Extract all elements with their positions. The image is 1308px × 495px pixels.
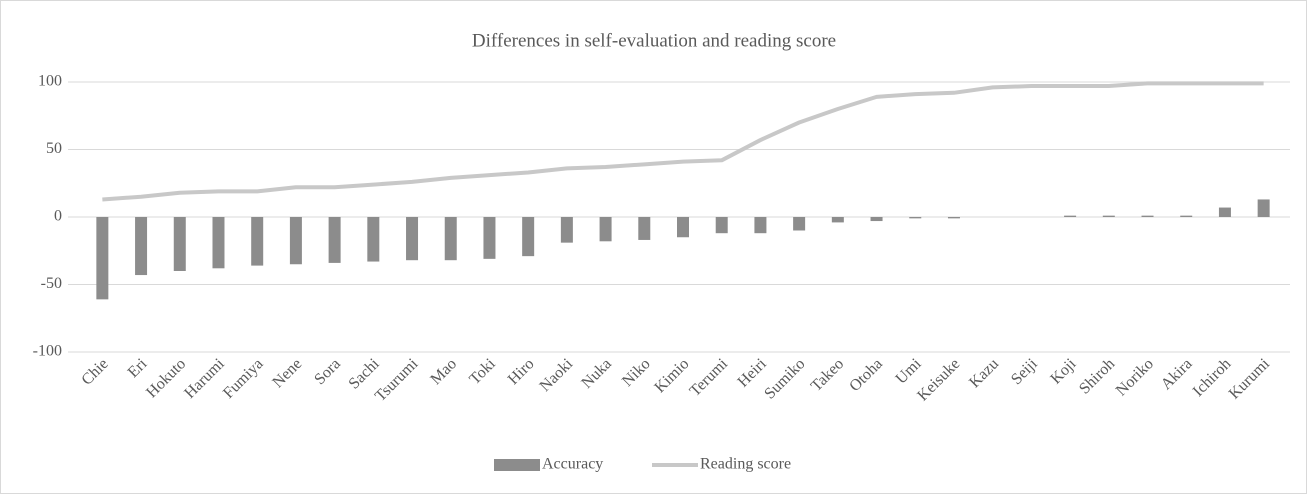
bar [715, 217, 728, 234]
y-tick-label: 100 [38, 73, 62, 90]
bar [1257, 199, 1270, 217]
bar [909, 217, 922, 219]
bar [212, 217, 225, 269]
legend-label: Accuracy [542, 456, 603, 473]
bar [560, 217, 573, 243]
bar [483, 217, 496, 259]
bar [947, 217, 960, 219]
legend-label: Reading score [700, 456, 791, 473]
bar [328, 217, 341, 263]
bar [1102, 215, 1115, 217]
bar [870, 217, 883, 222]
bar [1141, 215, 1154, 217]
bar [831, 217, 844, 223]
y-tick-label: 50 [46, 140, 62, 157]
bar [754, 217, 767, 234]
line [102, 81, 1264, 202]
chart-title: Differences in self-evaluation and readi… [472, 30, 836, 51]
bar [1180, 215, 1193, 217]
bar [444, 217, 457, 261]
bar [522, 217, 535, 257]
bar [96, 217, 109, 300]
bar [289, 217, 302, 265]
legend-swatch [494, 459, 540, 471]
bar [1064, 215, 1077, 217]
y-tick-label: -50 [41, 275, 62, 292]
bar [793, 217, 806, 231]
bar [1218, 207, 1231, 217]
bar [638, 217, 651, 240]
y-tick-label: 0 [54, 208, 62, 225]
bar [599, 217, 612, 242]
bar [135, 217, 148, 276]
y-tick-label: -100 [33, 343, 62, 360]
bar [406, 217, 419, 261]
bar [367, 217, 380, 262]
bar [251, 217, 264, 266]
bar [677, 217, 689, 238]
bar [173, 217, 186, 271]
